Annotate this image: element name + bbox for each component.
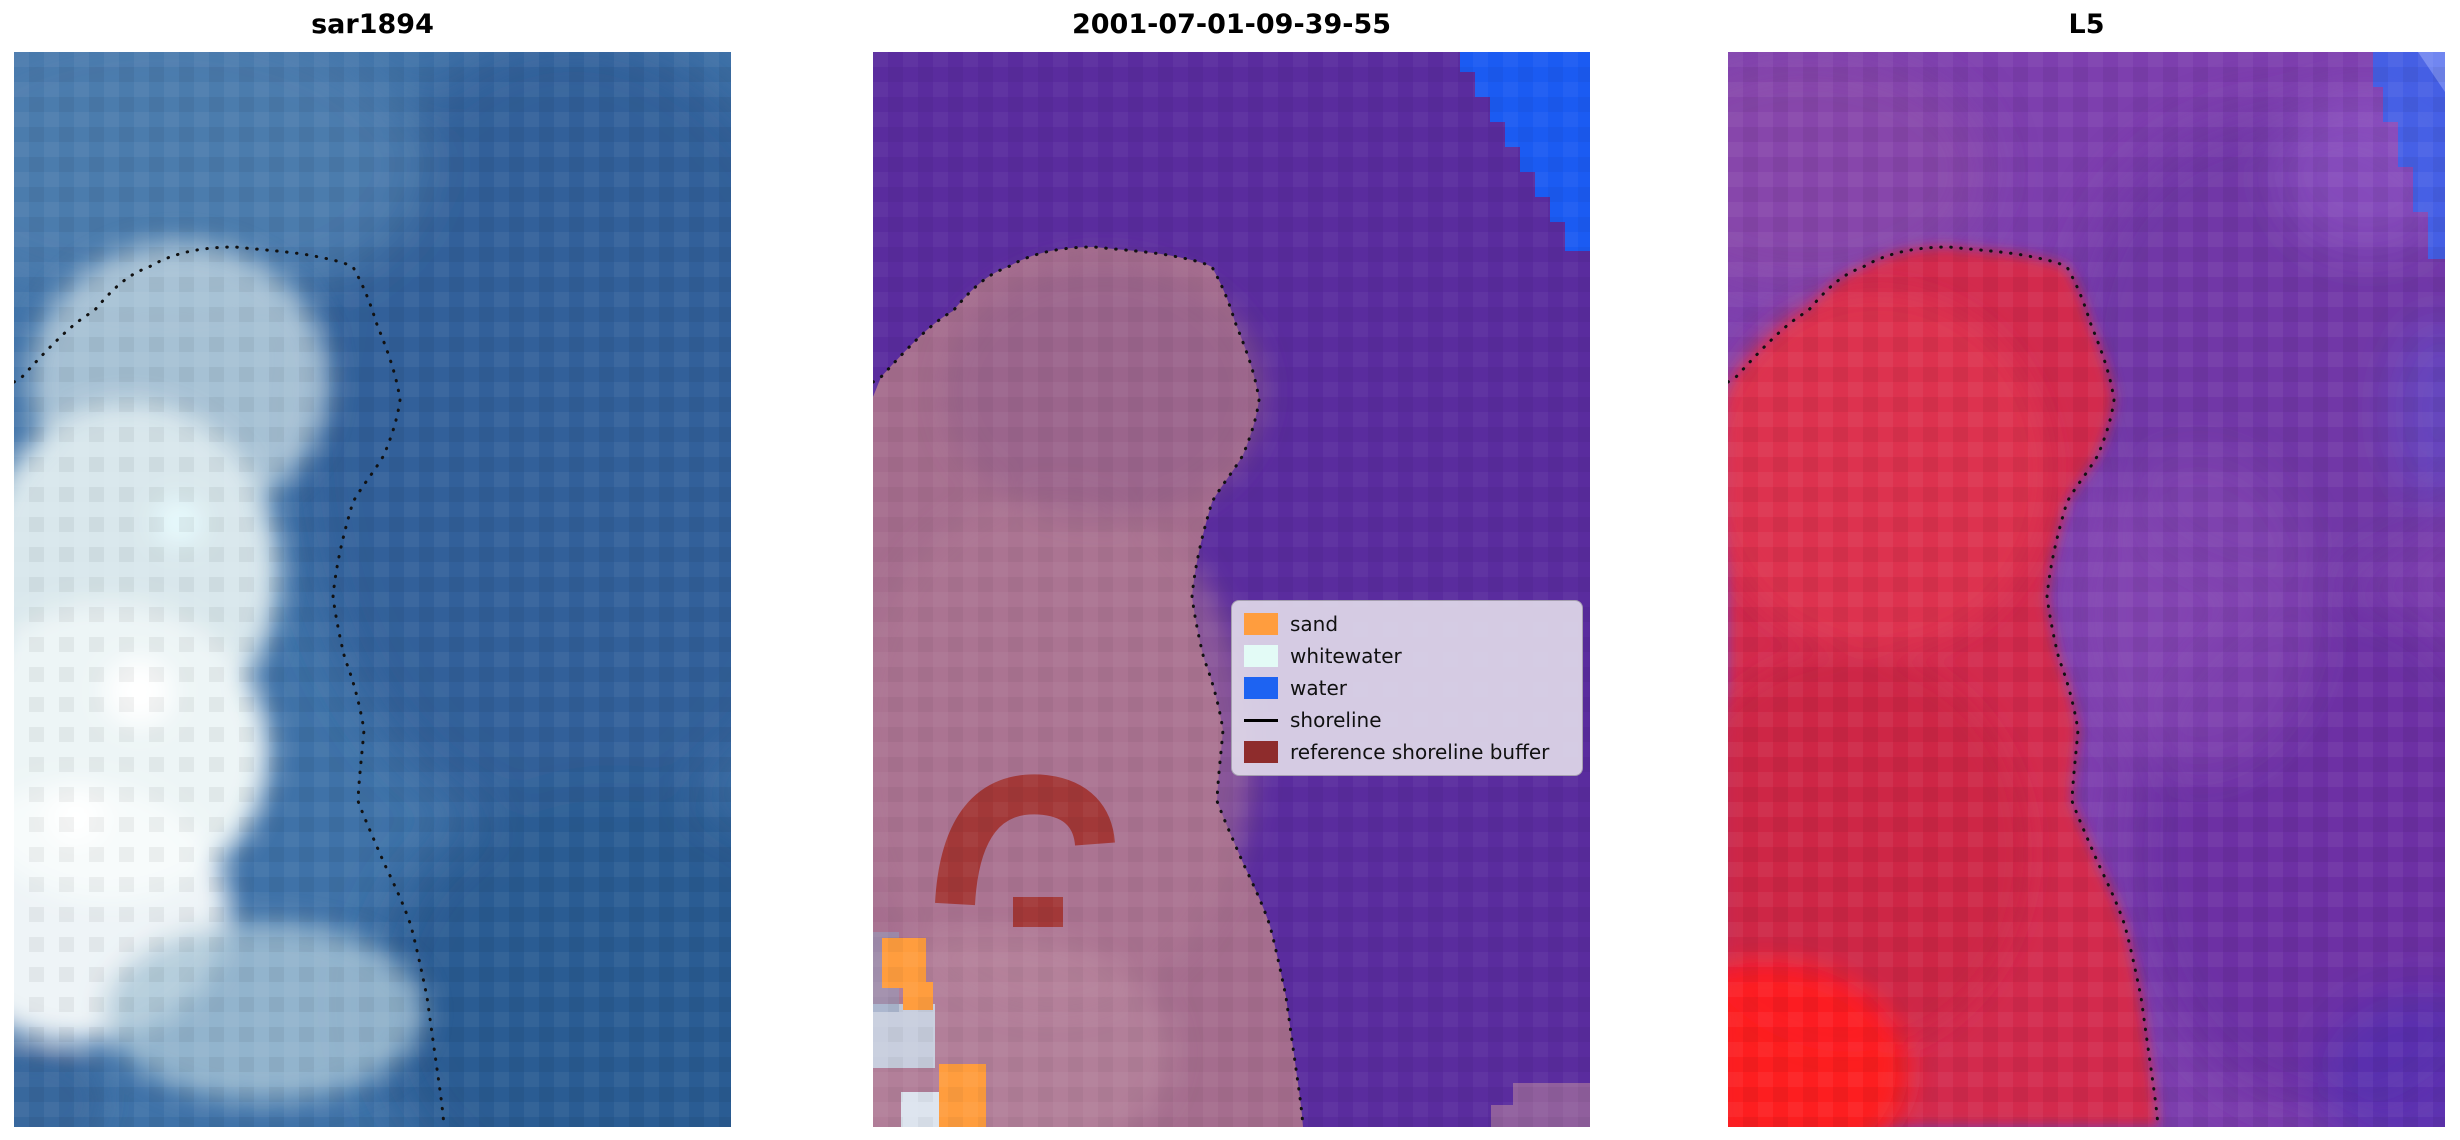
- panel-title-l5: L5: [2068, 9, 2105, 40]
- legend-label-whitewater: whitewater: [1290, 644, 1402, 668]
- classified-image: [873, 52, 1590, 1127]
- shoreline-dotted-path: [14, 245, 446, 1127]
- legend-swatch-water: [1244, 677, 1278, 699]
- legend-label-sand: sand: [1290, 612, 1339, 636]
- pixelation-overlay: [1728, 52, 2445, 1127]
- legend-item-reference-shoreline-buffer: reference shoreline buffer: [1244, 739, 1570, 765]
- shoreline-dotted-path: [1728, 245, 2160, 1127]
- legend-swatch-sand: [1244, 613, 1278, 635]
- legend-label-water: water: [1290, 676, 1347, 700]
- panel-classified: sand whitewater water shoreline reference sh…: [873, 52, 1590, 1127]
- legend-item-whitewater: whitewater: [1244, 643, 1570, 669]
- legend-item-sand: sand: [1244, 611, 1570, 637]
- panel-l5: [1728, 52, 2445, 1127]
- pixelation-overlay: [873, 52, 1590, 1127]
- legend: sand whitewater water shoreline reference sh…: [1231, 600, 1583, 776]
- panel-title-sar: sar1894: [311, 9, 434, 40]
- l5-image: [1728, 52, 2445, 1127]
- legend-label-shoreline: shoreline: [1290, 708, 1382, 732]
- legend-swatch-reference-shoreline-buffer: [1244, 741, 1278, 763]
- legend-swatch-shoreline: [1244, 718, 1278, 722]
- shoreline-dotted-path: [873, 245, 1305, 1127]
- legend-item-water: water: [1244, 675, 1570, 701]
- pixelation-overlay: [14, 52, 731, 1127]
- legend-item-shoreline: shoreline: [1244, 707, 1570, 733]
- panel-sar1894: [14, 52, 731, 1127]
- panel-title-classified: 2001-07-01-09-39-55: [1071, 9, 1392, 40]
- legend-swatch-whitewater: [1244, 645, 1278, 667]
- sar-image: [14, 52, 731, 1127]
- legend-label-reference-shoreline-buffer: reference shoreline buffer: [1290, 740, 1550, 764]
